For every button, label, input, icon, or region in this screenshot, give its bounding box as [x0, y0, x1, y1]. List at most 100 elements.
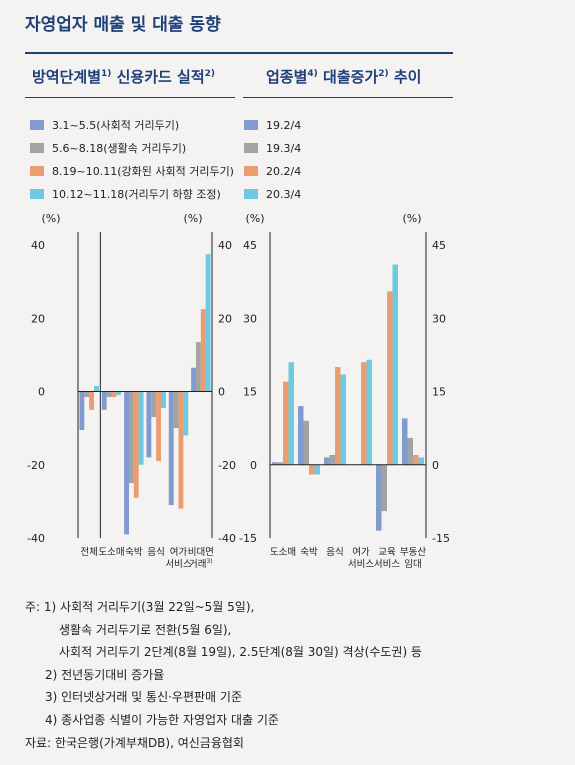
left-bar [138, 391, 144, 465]
right-bar [392, 264, 398, 465]
right-bar [387, 291, 393, 465]
right-legend-label: 19.3/4 [266, 142, 301, 155]
right-category-label: 서비스 [374, 559, 400, 570]
right-bar [335, 367, 341, 465]
right-legend-swatch [244, 189, 258, 199]
right-category-label: 여가 [352, 546, 370, 558]
left-bar [151, 391, 157, 418]
right-tick-right: 0 [432, 459, 439, 472]
left-tick-right: 40 [218, 239, 232, 252]
right-bar [303, 420, 309, 465]
left-bar [146, 391, 152, 458]
right-category-label: 도소매 [270, 547, 296, 558]
right-bar [407, 437, 413, 465]
right-bar [340, 374, 346, 465]
left-bar [173, 391, 179, 429]
left-unit-right: (%) [183, 212, 202, 225]
left-tick-right: -20 [218, 459, 236, 472]
left-bar [183, 391, 189, 436]
left-bar [156, 391, 162, 462]
right-bar [381, 464, 387, 512]
right-bar [283, 381, 289, 465]
left-bar [79, 391, 85, 430]
right-bar [413, 454, 419, 465]
right-tick-right: -15 [432, 532, 450, 545]
note-line: 주: 1) 사회적 거리두기(3월 22일~5월 5일), [25, 600, 255, 614]
right-bar [402, 418, 408, 465]
left-tick-right: 0 [218, 386, 225, 399]
left-bar [133, 391, 139, 498]
right-bar [314, 464, 320, 475]
left-bar [168, 391, 174, 506]
left-category-label: 서비스 [165, 559, 191, 570]
left-legend-swatch [30, 120, 44, 130]
left-category-label: 숙박 [125, 547, 143, 558]
right-tick-left: -15 [239, 532, 257, 545]
right-bar [324, 457, 330, 465]
right-tick-left: 30 [243, 312, 257, 325]
right-tick-right: 30 [432, 312, 446, 325]
right-legend-swatch [244, 143, 258, 153]
left-category-label: 여가 [170, 546, 188, 558]
title-rule [25, 52, 453, 54]
left-tick-right: 20 [218, 312, 232, 325]
left-tick-left: -40 [27, 532, 45, 545]
left-category-label: 전체 [80, 547, 97, 558]
left-legend-swatch [30, 189, 44, 199]
right-legend-swatch [244, 120, 258, 130]
right-bar [309, 464, 315, 475]
left-category-label: 음식 [147, 547, 164, 558]
right-bar [361, 362, 367, 465]
left-chart-title: 방역단계별1) 신용카드 실적2) [32, 68, 216, 86]
right-category-label: 음식 [326, 547, 343, 558]
left-tick-left: -20 [27, 459, 45, 472]
note-line: 2) 전년동기대비 증가율 [45, 667, 165, 682]
left-bar [94, 386, 99, 392]
left-bar [161, 391, 166, 408]
left-legend-label: 5.6~8.18(생활속 거리두기) [52, 141, 186, 155]
right-unit-left: (%) [245, 212, 264, 225]
right-tick-left: 15 [243, 386, 257, 399]
left-tick-right: -40 [218, 532, 236, 545]
right-unit-right: (%) [402, 212, 421, 225]
left-bar [128, 391, 134, 484]
right-tick-right: 45 [432, 239, 446, 252]
right-chart-title: 업종별4) 대출증가2) 추이 [266, 68, 422, 86]
left-bar [111, 391, 117, 397]
right-legend-label: 20.3/4 [266, 188, 301, 201]
right-bar [366, 359, 372, 465]
right-tick-right: 15 [432, 386, 446, 399]
left-legend-swatch [30, 143, 44, 153]
left-category-label: 거래3) [189, 558, 213, 570]
left-bar [205, 254, 211, 392]
left-legend-swatch [30, 166, 44, 176]
left-tick-left: 0 [38, 386, 45, 399]
left-bar [101, 391, 107, 410]
right-bar [376, 464, 382, 531]
left-bar [200, 309, 206, 392]
right-tick-left: 0 [250, 459, 257, 472]
right-chart-rule [243, 97, 453, 98]
footnotes: 주: 1) 사회적 거리두기(3월 22일~5월 5일), 생활속 거리두기로 … [25, 596, 565, 754]
right-category-label: 교육 [378, 547, 396, 558]
left-bar [195, 342, 201, 392]
left-tick-left: 20 [31, 312, 45, 325]
left-legend-label: 8.19~10.11(강화된 사회적 거리두기) [52, 165, 234, 178]
note-line: 생활속 거리두기로 전환(5월 6일), [59, 622, 232, 637]
right-category-label: 서비스 [348, 559, 374, 570]
left-bar [124, 391, 129, 535]
left-legend-label: 3.1~5.5(사회적 거리두기) [52, 119, 179, 132]
right-bar [329, 454, 335, 465]
right-category-label: 임대 [404, 558, 421, 570]
right-category-label: 숙박 [300, 547, 318, 558]
left-bar [178, 391, 184, 509]
right-legend-label: 20.2/4 [266, 165, 301, 178]
left-bar [191, 367, 196, 392]
left-bar [106, 391, 112, 397]
left-tick-left: 40 [31, 239, 45, 252]
note-line: 4) 종사업종 식별이 가능한 자영업자 대출 기준 [45, 712, 279, 727]
note-line: 3) 인터넷상거래 및 통신·우편판매 기준 [45, 690, 242, 705]
right-legend-swatch [244, 166, 258, 176]
left-category-label: 도소매 [98, 547, 124, 558]
right-category-label: 부동산 [400, 547, 426, 558]
